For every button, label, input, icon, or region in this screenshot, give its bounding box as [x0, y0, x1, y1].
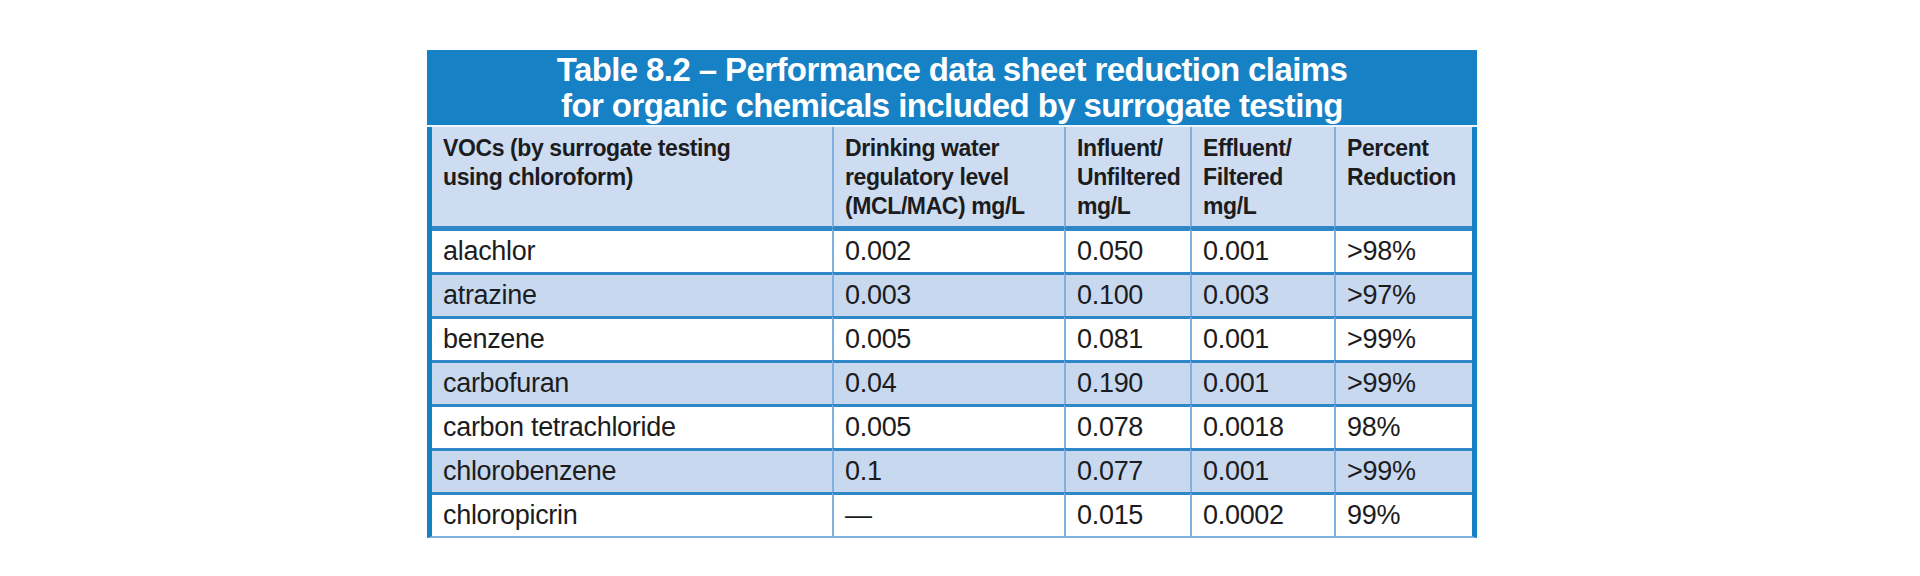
cell-chemical-name: atrazine [432, 272, 832, 316]
column-header-reduction: PercentReduction [1334, 127, 1472, 228]
cell-reduction: >97% [1334, 272, 1472, 316]
cell-reduction: 99% [1334, 492, 1472, 536]
cell-influent: 0.081 [1064, 316, 1190, 360]
cell-influent: 0.078 [1064, 404, 1190, 448]
column-header-line: mg/L [1203, 192, 1330, 221]
cell-reduction: >99% [1334, 448, 1472, 492]
column-header-line: Percent [1347, 134, 1468, 163]
cell-chemical-name: carbon tetrachloride [432, 404, 832, 448]
column-header-line: Drinking water [845, 134, 1060, 163]
column-header-line: Effluent/ [1203, 134, 1330, 163]
cell-mcl: 0.005 [832, 316, 1064, 360]
column-header-vocs: VOCs (by surrogate testingusing chlorofo… [432, 127, 832, 228]
cell-reduction: >99% [1334, 360, 1472, 404]
cell-influent: 0.015 [1064, 492, 1190, 536]
column-header-line: Reduction [1347, 163, 1468, 192]
column-header-line: mg/L [1077, 192, 1186, 221]
cell-chemical-name: alachlor [432, 228, 832, 272]
table-title: Table 8.2 – Performance data sheet reduc… [427, 50, 1477, 127]
cell-mcl: 0.002 [832, 228, 1064, 272]
cell-influent: 0.100 [1064, 272, 1190, 316]
table-title-line2: for organic chemicals included by surrog… [427, 88, 1477, 124]
column-header-line: using chloroform) [443, 163, 828, 192]
document-page: Table 8.2 – Performance data sheet reduc… [0, 0, 1920, 576]
cell-influent: 0.190 [1064, 360, 1190, 404]
cell-influent: 0.077 [1064, 448, 1190, 492]
column-header-line: Filtered [1203, 163, 1330, 192]
column-header-line: Influent/ [1077, 134, 1186, 163]
column-header-influent: Influent/Unfilteredmg/L [1064, 127, 1190, 228]
cell-chemical-name: chlorobenzene [432, 448, 832, 492]
cell-influent: 0.050 [1064, 228, 1190, 272]
cell-effluent: 0.001 [1190, 360, 1334, 404]
cell-reduction: >98% [1334, 228, 1472, 272]
column-header-line: regulatory level [845, 163, 1060, 192]
cell-effluent: 0.001 [1190, 316, 1334, 360]
column-header-mcl: Drinking waterregulatory level(MCL/MAC) … [832, 127, 1064, 228]
column-header-line: VOCs (by surrogate testing [443, 134, 828, 163]
table-grid: VOCs (by surrogate testingusing chlorofo… [432, 127, 1472, 536]
cell-mcl: 0.003 [832, 272, 1064, 316]
performance-data-table: Table 8.2 – Performance data sheet reduc… [427, 50, 1477, 538]
column-header-line: (MCL/MAC) mg/L [845, 192, 1060, 221]
column-header-line: Unfiltered [1077, 163, 1186, 192]
cell-chemical-name: chloropicrin [432, 492, 832, 536]
column-header-effluent: Effluent/Filteredmg/L [1190, 127, 1334, 228]
cell-effluent: 0.0002 [1190, 492, 1334, 536]
table-title-line1: Table 8.2 – Performance data sheet reduc… [427, 52, 1477, 88]
cell-reduction: >99% [1334, 316, 1472, 360]
cell-chemical-name: carbofuran [432, 360, 832, 404]
cell-reduction: 98% [1334, 404, 1472, 448]
cell-mcl: — [832, 492, 1064, 536]
cell-mcl: 0.005 [832, 404, 1064, 448]
cell-chemical-name: benzene [432, 316, 832, 360]
cell-effluent: 0.001 [1190, 448, 1334, 492]
cell-effluent: 0.0018 [1190, 404, 1334, 448]
cell-effluent: 0.003 [1190, 272, 1334, 316]
cell-mcl: 0.1 [832, 448, 1064, 492]
cell-effluent: 0.001 [1190, 228, 1334, 272]
cell-mcl: 0.04 [832, 360, 1064, 404]
